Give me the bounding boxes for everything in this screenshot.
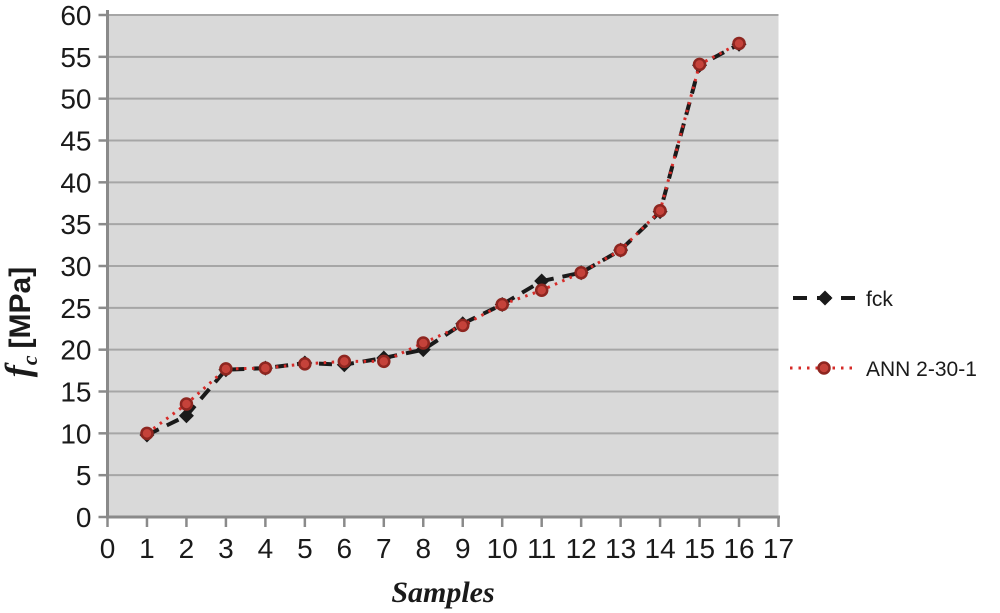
y-tick-label: 60	[60, 0, 91, 31]
data-point-ann	[337, 354, 352, 369]
data-point-ann	[495, 297, 509, 312]
x-tick-label: 4	[258, 533, 274, 564]
data-point-ann	[179, 397, 194, 411]
y-tick-label: 25	[60, 293, 91, 324]
x-tick-label: 5	[297, 533, 313, 564]
x-tick-label: 3	[218, 533, 234, 564]
data-point-ann	[534, 283, 549, 298]
y-axis-title-subscript: c	[17, 355, 42, 365]
data-point-fck	[178, 408, 194, 424]
x-tick-label: 17	[763, 533, 794, 564]
data-point-ann	[455, 318, 470, 333]
legend: fck ANN 2-30-1	[790, 288, 977, 381]
y-tick-label: 10	[60, 418, 91, 449]
y-tick-label: 40	[60, 167, 91, 198]
legend-fck-marker	[817, 290, 833, 306]
data-point-ann	[377, 354, 391, 369]
x-tick-label: 10	[487, 533, 518, 564]
x-tick-label: 15	[684, 533, 715, 564]
y-tick-label: 0	[76, 502, 92, 533]
x-tick-label: 13	[605, 533, 636, 564]
x-tick-label: 7	[376, 533, 392, 564]
data-point-ann	[258, 361, 273, 375]
y-tick-label: 20	[60, 335, 91, 366]
series-ann-line	[146, 42, 740, 435]
data-series	[139, 36, 747, 443]
series-fck-line	[146, 42, 740, 437]
y-tick-label: 35	[60, 209, 91, 240]
axis-lines	[106, 10, 780, 519]
y-tick-label: 50	[60, 84, 91, 115]
x-tick-label: 6	[337, 533, 353, 564]
y-axis-title-unit: [MPa]	[4, 267, 37, 349]
legend-fck-label: fck	[866, 288, 893, 311]
x-tick-label: 14	[645, 533, 676, 564]
x-tick-label: 8	[415, 533, 431, 564]
x-tick-label: 1	[139, 533, 155, 564]
x-tick-label: 11	[527, 533, 556, 564]
data-point-ann	[574, 265, 588, 280]
y-tick-label: 30	[60, 251, 91, 282]
legend-item-ann: ANN 2-30-1	[790, 358, 977, 381]
x-tick-label: 9	[455, 533, 471, 564]
legend-ann-label: ANN 2-30-1	[866, 358, 977, 381]
y-axis-title: fc [MPa]	[0, 267, 42, 377]
data-point-ann	[298, 357, 312, 371]
x-tick-label: 16	[723, 533, 754, 564]
y-tick-label: 45	[60, 126, 91, 157]
x-tick-label: 12	[566, 533, 597, 564]
y-tick-label: 5	[76, 460, 92, 491]
data-point-ann	[219, 362, 233, 376]
y-tick-label: 15	[60, 377, 91, 408]
legend-item-fck: fck	[793, 288, 893, 311]
y-axis-title-symbol: f	[0, 362, 38, 377]
data-point-ann	[140, 426, 154, 441]
y-tick-label: 55	[60, 42, 91, 73]
data-point-ann	[613, 243, 628, 257]
data-point-ann	[416, 336, 431, 350]
x-axis-title: Samples	[391, 576, 494, 609]
data-point-ann	[732, 36, 746, 51]
data-point-ann	[653, 204, 667, 218]
legend-ann-marker	[817, 361, 831, 375]
gridlines	[107, 14, 779, 477]
x-tick-label: 0	[100, 533, 116, 564]
data-point-ann	[692, 57, 707, 72]
x-tick-label: 2	[179, 533, 195, 564]
